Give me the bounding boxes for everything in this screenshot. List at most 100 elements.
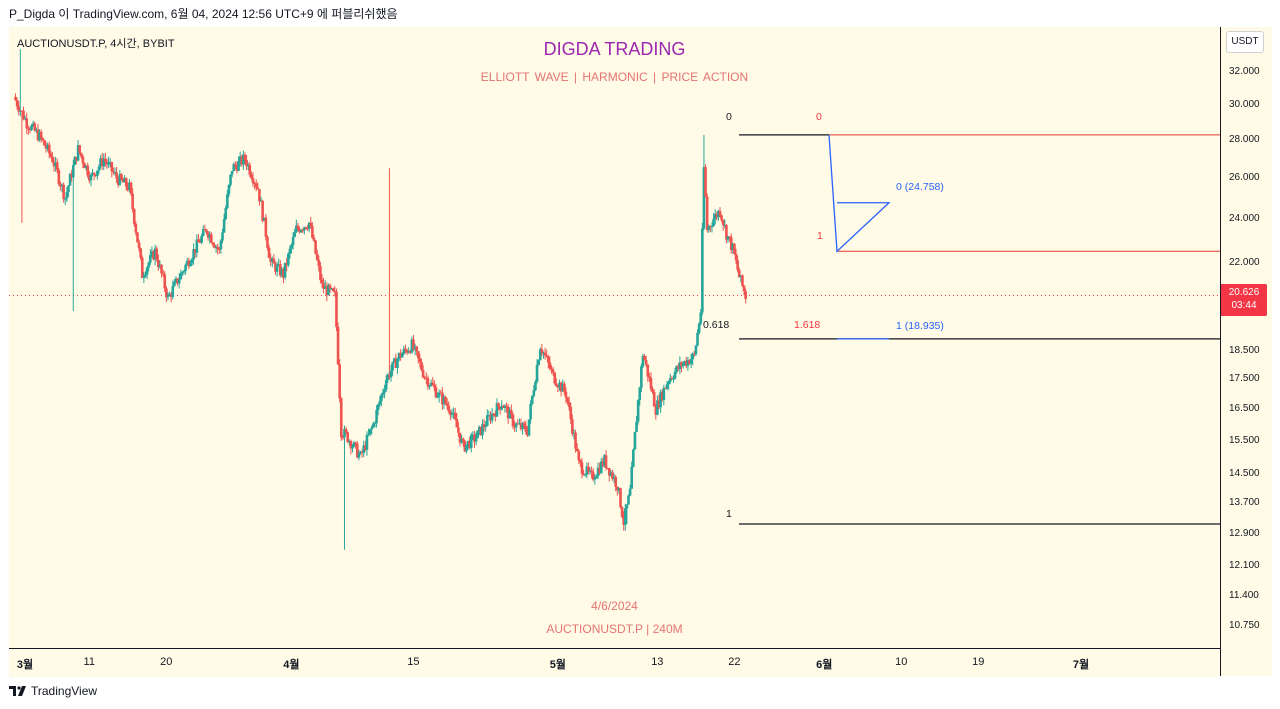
candle-body xyxy=(179,272,183,280)
time-tick: 20 xyxy=(160,656,173,668)
candle-body xyxy=(598,467,601,474)
candle-body xyxy=(620,507,624,518)
candle-body xyxy=(211,242,215,245)
candle-body xyxy=(684,361,688,366)
candle-body xyxy=(250,174,253,179)
candle-body xyxy=(343,428,346,438)
candle-body xyxy=(100,158,104,166)
candle-body xyxy=(254,183,258,188)
candle-body xyxy=(92,172,96,175)
candle-body xyxy=(372,423,375,428)
candle-body xyxy=(384,380,388,390)
time-tick: 6월 xyxy=(816,659,833,671)
fib-red-1618-label: 1.618 xyxy=(794,319,821,331)
candle-body xyxy=(688,360,691,364)
price-axis[interactable]: USDT 32.000 30.000 28.000 26.000 24.000 22.00… xyxy=(1220,27,1272,676)
candle-body xyxy=(165,288,168,298)
time-tick: 11 xyxy=(83,656,95,668)
candle-body xyxy=(234,164,237,166)
time-axis[interactable]: 3월 11 20 4월 15 5월 13 22 6월 10 19 7월 xyxy=(9,648,1220,677)
candle-body xyxy=(71,165,75,178)
candle-body xyxy=(699,312,703,324)
candle-body xyxy=(587,466,590,472)
candle-body xyxy=(415,346,418,352)
candle-body xyxy=(96,170,99,176)
candle-body xyxy=(662,387,666,400)
candle-body xyxy=(19,110,22,112)
candle-body xyxy=(664,387,667,389)
fib-red-0-label: 0 xyxy=(816,111,822,123)
candle-body xyxy=(502,405,505,408)
candle-body xyxy=(622,517,626,525)
candle-body xyxy=(445,403,449,406)
candle-body xyxy=(187,260,191,267)
candle-body xyxy=(232,164,236,171)
candle-body xyxy=(428,385,431,387)
candle-body xyxy=(219,240,223,250)
candle-body xyxy=(22,110,25,120)
candle-body xyxy=(335,291,338,327)
candle-body xyxy=(364,445,367,450)
candle-body xyxy=(266,236,269,248)
time-tick: 4월 xyxy=(283,659,300,671)
tradingview-logo-icon xyxy=(9,686,26,696)
candle-body xyxy=(405,350,409,353)
candle-body xyxy=(567,402,571,407)
candle-body xyxy=(511,414,515,427)
candle-body xyxy=(288,248,292,254)
candle-body xyxy=(564,391,568,398)
candle-body xyxy=(492,413,496,415)
footer-brand[interactable]: TradingView xyxy=(9,684,97,698)
candle-body xyxy=(636,400,640,422)
currency-unit-button[interactable]: USDT xyxy=(1226,31,1264,53)
chart-area[interactable]: AUCTIONUSDT.P, 4시간, BYBIT DIGDA TRADING … xyxy=(9,27,1220,648)
candle-body xyxy=(75,156,78,161)
candle-body xyxy=(617,488,621,491)
candle-body xyxy=(455,418,459,428)
candle-body xyxy=(218,249,221,251)
candle-body xyxy=(439,392,443,394)
candle-body xyxy=(660,391,664,400)
candle-body xyxy=(144,274,147,277)
candle-body xyxy=(465,444,468,452)
candle-body xyxy=(705,196,709,230)
candle-body xyxy=(425,377,428,379)
candle-body xyxy=(208,234,211,238)
candle-body xyxy=(115,172,118,179)
candle-body xyxy=(317,259,321,267)
watermark-symbol: AUCTIONUSDT.P | 240M xyxy=(546,622,683,636)
candle-body xyxy=(548,362,552,369)
symbol-info[interactable]: AUCTIONUSDT.P, 4시간, BYBIT xyxy=(17,38,175,50)
candle-body xyxy=(676,366,680,369)
candle-body xyxy=(181,271,184,273)
candle-body xyxy=(195,239,199,253)
time-tick: 7월 xyxy=(1072,659,1090,671)
candle-body xyxy=(35,129,38,131)
candle-body xyxy=(354,442,358,444)
candle-body xyxy=(486,415,489,426)
candle-body xyxy=(702,167,706,229)
candle-body xyxy=(518,423,521,425)
candle-body xyxy=(189,263,192,267)
candle-body xyxy=(632,449,635,467)
candle-body xyxy=(503,405,507,408)
candle-body xyxy=(693,353,696,355)
candle-body xyxy=(630,466,634,489)
candle-body xyxy=(365,435,369,450)
candle-body xyxy=(426,378,430,387)
candle-body xyxy=(214,246,218,248)
candle-body xyxy=(262,217,266,221)
candle-body xyxy=(357,453,361,458)
projection-1-label: 1 (18.935) xyxy=(896,320,944,332)
bar-countdown: 03:44 xyxy=(1231,300,1257,311)
candle-body xyxy=(222,219,226,233)
candle-body xyxy=(251,178,255,184)
candle-body xyxy=(593,478,597,480)
candle-body xyxy=(99,158,102,167)
candle-body xyxy=(416,351,420,359)
candle-body xyxy=(599,461,603,474)
candle-body xyxy=(89,174,93,181)
candle-body xyxy=(737,269,741,278)
candle-body xyxy=(224,208,228,220)
candle-body xyxy=(625,504,629,509)
